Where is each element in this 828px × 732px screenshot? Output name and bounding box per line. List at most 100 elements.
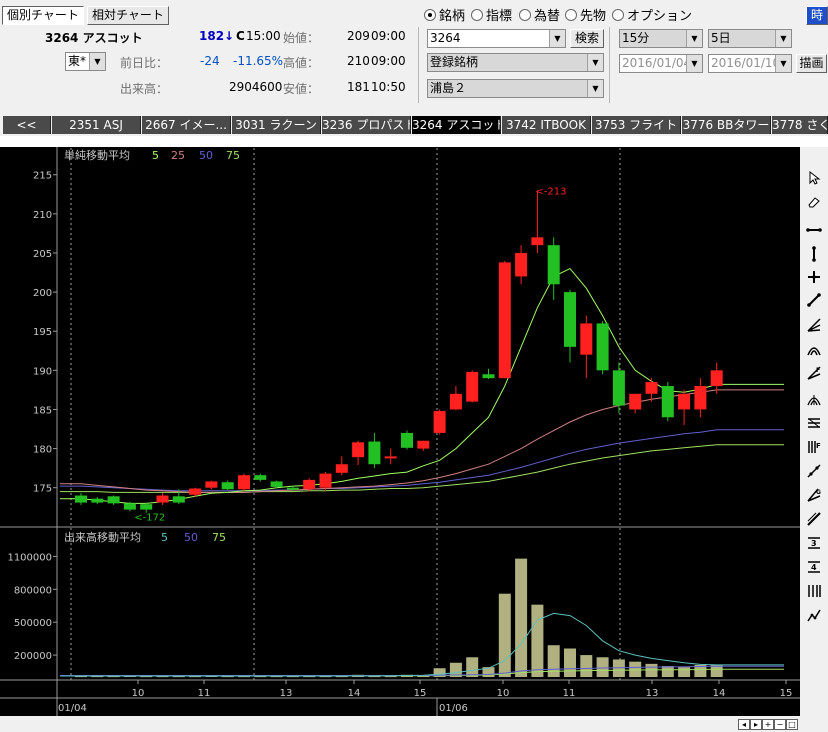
y-tick-label: 180 [33, 445, 52, 456]
x-tick-label: 13 [646, 688, 659, 699]
vertical-line-icon[interactable] [804, 246, 824, 265]
volume-bar [286, 676, 299, 678]
y-tick-label: 175 [33, 484, 52, 495]
exchange-select[interactable]: 東* ▼ [65, 52, 106, 71]
volume-bar [449, 662, 462, 677]
code-input[interactable]: 3264 ▼ [427, 29, 566, 48]
relative-chart-tab[interactable]: 相対チャート [87, 6, 169, 25]
volume-bar [482, 667, 495, 677]
ma-legend-50: 50 [199, 149, 213, 162]
fibonacci-fan-icon[interactable]: F [804, 365, 824, 384]
x-tick-label: 11 [563, 688, 576, 699]
cross-line-icon[interactable] [804, 269, 824, 288]
interval-select[interactable]: 15分 ▼ [619, 29, 703, 48]
tab-2667[interactable]: 2667 イメー... [142, 116, 231, 134]
zigzag-icon[interactable] [804, 607, 824, 626]
date-to-select[interactable]: 2016/01/10 ▼ [708, 54, 792, 73]
scroll-left-button[interactable]: ◂ [738, 719, 750, 730]
candle-body [107, 496, 120, 504]
chevron-down-icon: ▼ [775, 55, 791, 72]
fibonacci-timezone-icon[interactable]: F [804, 439, 824, 458]
gann-fan-icon[interactable]: G [804, 487, 824, 506]
x-tick-label: 10 [497, 688, 510, 699]
quad-line-icon[interactable]: 4 [804, 559, 824, 578]
horizontal-line-icon[interactable] [804, 223, 824, 242]
volume-bar [384, 676, 397, 678]
x-tick-label: 10 [132, 688, 145, 699]
zoom-out-button[interactable]: − [774, 719, 786, 730]
tab-3776[interactable]: 3776 BBタワー [682, 116, 771, 134]
draw-button[interactable]: 描画 [796, 54, 827, 73]
radio-off-icon [565, 9, 577, 21]
tab-3753[interactable]: 3753 フライト [592, 116, 681, 134]
fibonacci-arc-icon[interactable] [804, 391, 824, 410]
candle-body [564, 292, 576, 347]
single-chart-tab[interactable]: 個別チャート [2, 6, 84, 25]
span-select[interactable]: 5日 ▼ [708, 29, 792, 48]
stock-chart[interactable]: 175 180 185 190 195 200 205 210 215 200000 500000 8… [0, 147, 800, 716]
zoom-in-button[interactable]: + [762, 719, 774, 730]
x-tick-label: 15 [780, 688, 793, 699]
tab-3778[interactable]: 3778 さく [772, 116, 828, 134]
current-price: 182 [199, 29, 225, 43]
low-label: 安値： [283, 82, 320, 96]
eraser-icon[interactable] [804, 195, 824, 214]
candle-body [75, 495, 87, 503]
watchlist-select[interactable]: 浦島２ ▼ [427, 79, 604, 98]
fan-line-icon[interactable] [804, 317, 824, 336]
prev-diff-label: 前日比： [120, 56, 169, 70]
prev-diff: -24 [200, 54, 220, 68]
tab-3742[interactable]: 3742 ITBOOK [502, 116, 591, 134]
registered-list-select[interactable]: 登録銘柄 ▼ [427, 53, 604, 72]
scroll-right-button[interactable]: ▸ [750, 719, 762, 730]
cursor-icon[interactable] [804, 170, 824, 190]
channel-line-icon[interactable] [804, 511, 824, 530]
volume-bar [335, 676, 348, 678]
candle-body [335, 464, 348, 473]
volume-bar [156, 676, 169, 678]
radio-options[interactable]: オプション [612, 5, 692, 24]
svg-text:4: 4 [811, 563, 817, 572]
candle-body [286, 487, 299, 490]
candle-body [661, 385, 674, 418]
candle-body [91, 498, 104, 503]
horizontal-scrollbar[interactable]: ◂ ▸ + − □ [0, 716, 800, 732]
volume-value: 2904600 [229, 80, 283, 94]
candle-body [401, 432, 413, 448]
price-legend-title: 単純移動平均 [64, 148, 130, 162]
period-line-icon[interactable] [804, 583, 824, 602]
volume-bar [368, 676, 381, 678]
radio-fx[interactable]: 為替 [519, 5, 560, 24]
chevron-down-icon: ▼ [587, 80, 603, 97]
triple-line-icon[interactable]: 3 [804, 535, 824, 554]
candle-body [172, 496, 185, 503]
arc-icon[interactable] [804, 341, 824, 360]
regression-line-icon[interactable] [804, 463, 824, 482]
candle-body [466, 371, 479, 402]
candle-body [352, 442, 365, 458]
tab-3264[interactable]: 3264 アスコット [412, 116, 501, 134]
candle-body [710, 370, 723, 386]
open-label: 始値： [283, 31, 320, 45]
search-button[interactable]: 検索 [570, 29, 604, 48]
trend-line-icon[interactable] [804, 292, 824, 311]
vol-ma5-line [60, 612, 784, 677]
tab-3031[interactable]: 3031 ラクーン [232, 116, 321, 134]
candle-body [629, 393, 642, 410]
fibonacci-retracement-icon[interactable] [804, 415, 824, 434]
tab-scroll-left[interactable]: << [3, 116, 51, 134]
candle-body [678, 393, 691, 410]
corner-button[interactable]: 時 [806, 6, 828, 25]
tab-2351[interactable]: 2351 ASJ [52, 116, 141, 134]
radio-stock[interactable]: 銘柄 [424, 5, 465, 24]
radio-futures[interactable]: 先物 [565, 5, 606, 24]
tab-3236[interactable]: 3236 プロパスト [322, 116, 411, 134]
candle-body [384, 456, 397, 459]
date-from-select[interactable]: 2016/01/04 ▼ [619, 54, 703, 73]
candle-body [254, 475, 267, 480]
radio-index[interactable]: 指標 [471, 5, 512, 24]
candle-body [303, 479, 316, 490]
candle-body [189, 488, 202, 495]
chart-area[interactable]: 175 180 185 190 195 200 205 210 215 200000 500000 8… [0, 147, 800, 716]
fit-button[interactable]: □ [786, 719, 798, 730]
